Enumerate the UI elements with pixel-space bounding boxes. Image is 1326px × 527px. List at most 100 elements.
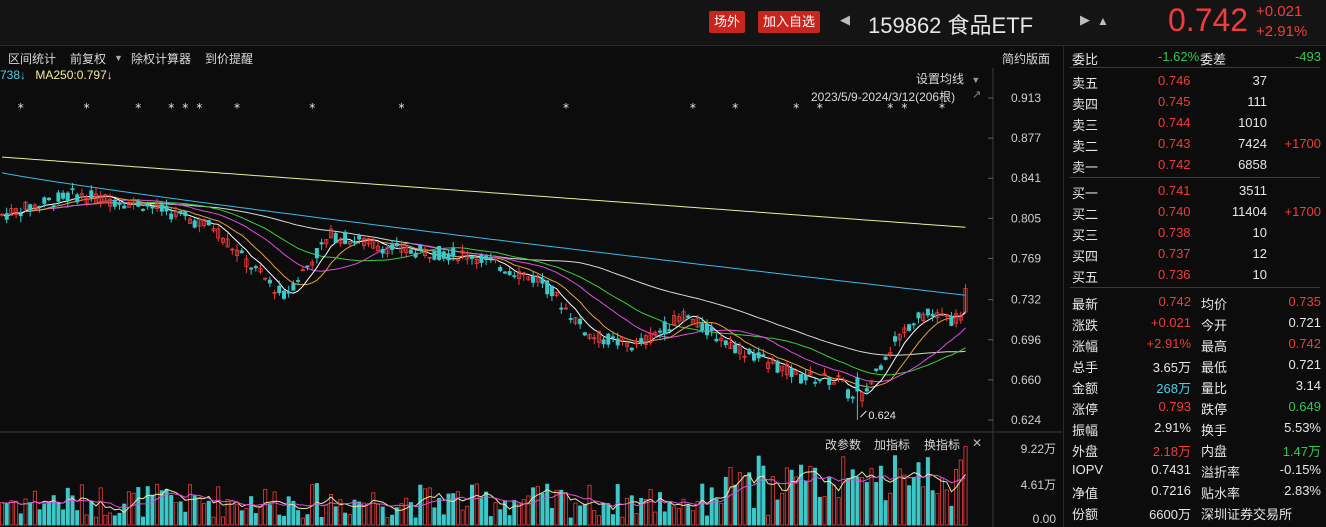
ask-row[interactable]: 卖五 0.746 37 [1064, 70, 1326, 91]
candle-body [582, 332, 587, 336]
volume-bar [888, 492, 893, 526]
event-marker: * [135, 101, 141, 115]
candle-body [601, 339, 606, 345]
volume-bar [705, 515, 710, 526]
volume-bar [587, 484, 592, 526]
event-marker: * [887, 101, 893, 115]
candle-body [766, 362, 771, 369]
bid-row[interactable]: 买三 0.738 10 [1064, 222, 1326, 243]
volume-bar [742, 475, 747, 526]
volume-bar [784, 467, 789, 526]
ask-row[interactable]: 卖一 0.742 6858 [1064, 154, 1326, 175]
candle-body [850, 396, 855, 399]
candle-body [728, 341, 733, 349]
candle-body [714, 338, 719, 342]
volume-bar [606, 503, 611, 526]
candle-body [860, 392, 865, 402]
stat-label: 振幅 [1072, 423, 1099, 438]
ask-row[interactable]: 卖二 0.743 7424 +1700 [1064, 133, 1326, 154]
volume-bar [672, 506, 677, 526]
volume-bar [592, 510, 597, 526]
stat-row: 涨幅 +2.91% 最高 0.742 [1064, 333, 1326, 354]
volume-bar [0, 502, 4, 526]
chevron-down-icon[interactable]: ▼ [114, 53, 123, 63]
volume-bar [361, 502, 366, 526]
volume-bar [629, 495, 634, 526]
volume-bar [737, 472, 742, 526]
candle-body [761, 354, 766, 357]
volume-bar [817, 497, 822, 526]
pin-icon[interactable]: ↗ [972, 89, 982, 101]
add-indicator-button[interactable]: 加指标 [874, 438, 911, 452]
volume-bar [667, 501, 672, 526]
candle-body [375, 245, 380, 252]
volume-bar [305, 514, 310, 526]
ask-row[interactable]: 卖三 0.744 1010 [1064, 112, 1326, 133]
ask-price: 0.745 [1158, 94, 1191, 109]
volume-bar [893, 455, 898, 526]
stat-value: 0.735 [1288, 294, 1321, 309]
bid-row[interactable]: 买四 0.737 12 [1064, 243, 1326, 264]
bid-label: 买五 [1072, 270, 1099, 285]
volume-bar [234, 504, 239, 526]
volume-bar [399, 503, 404, 526]
event-marker: * [939, 101, 945, 115]
volume-bar [582, 503, 587, 526]
ask-change: +1700 [1284, 136, 1321, 151]
off-exchange-button[interactable]: 场外 [709, 11, 746, 33]
bid-price: 0.738 [1158, 225, 1191, 240]
bid-volume: 11404 [1231, 204, 1267, 219]
stat-value: 0.7431 [1151, 462, 1191, 477]
stat-row: 涨跌 +0.021 今开 0.721 [1064, 312, 1326, 333]
event-marker: * [309, 101, 315, 115]
price-alert-button[interactable]: 到价提醒 [205, 52, 254, 66]
bid-row[interactable]: 买一 0.741 3511 [1064, 180, 1326, 201]
volume-bar [921, 486, 926, 526]
bid-row[interactable]: 买二 0.740 11404 +1700 [1064, 201, 1326, 222]
candle-body [888, 352, 893, 355]
candle-body [662, 321, 667, 335]
add-watchlist-button[interactable]: 加入自选 [758, 11, 821, 33]
ask-row[interactable]: 卖四 0.745 111 [1064, 91, 1326, 112]
candle-body [394, 242, 399, 247]
candle-body [413, 252, 418, 258]
candle-body [775, 360, 780, 373]
volume-bar [864, 482, 869, 526]
stat-value: 3.14 [1295, 378, 1321, 393]
volume-bar [498, 509, 503, 526]
volume-bar [98, 487, 103, 526]
bid-price: 0.741 [1158, 183, 1191, 198]
candle-body [592, 337, 597, 340]
candle-body [385, 247, 390, 255]
volume-bar [535, 486, 540, 526]
stat-value: 2.83% [1284, 483, 1321, 498]
candle-body [540, 278, 545, 284]
candle-body [517, 271, 522, 279]
volume-bar [230, 500, 235, 526]
range-stats-button[interactable]: 区间统计 [8, 52, 57, 66]
volume-bar [578, 505, 583, 526]
stat-label: 今开 [1201, 318, 1228, 333]
simple-view-button[interactable]: 简约版面 [1002, 52, 1051, 66]
volume-bar [549, 507, 554, 526]
candle-body [846, 389, 851, 399]
ex-rights-calculator-button[interactable]: 除权计算器 [131, 52, 192, 66]
candle-body [244, 258, 249, 268]
webi-value: -1.62% [1158, 49, 1200, 64]
close-icon[interactable]: ✕ [972, 436, 983, 450]
stock-title: 159862 食品ETF [868, 13, 1034, 38]
kline-chart[interactable]: 0.913 0.877 0.841 0.805 0.769 0.732 0.696 0.660… [0, 68, 1062, 527]
set-ma-button[interactable]: 设置均线 ▼ [916, 70, 980, 87]
switch-indicator-button[interactable]: 换指标 [924, 438, 961, 452]
stat-value: 0.649 [1288, 399, 1321, 414]
alert-bell-icon[interactable]: ▲ [1097, 14, 1109, 28]
prev-stock-icon[interactable]: ◀ [840, 12, 850, 27]
forward-adjust-button[interactable]: 前复权 [70, 52, 107, 66]
bid-price: 0.736 [1158, 267, 1191, 282]
change-params-button[interactable]: 改参数 [825, 438, 862, 452]
volume-bar [357, 501, 362, 526]
bid-row[interactable]: 买五 0.736 10 [1064, 264, 1326, 285]
candle-body [493, 257, 498, 261]
volume-bar [136, 487, 141, 526]
next-stock-icon[interactable]: ▶ [1080, 12, 1090, 27]
